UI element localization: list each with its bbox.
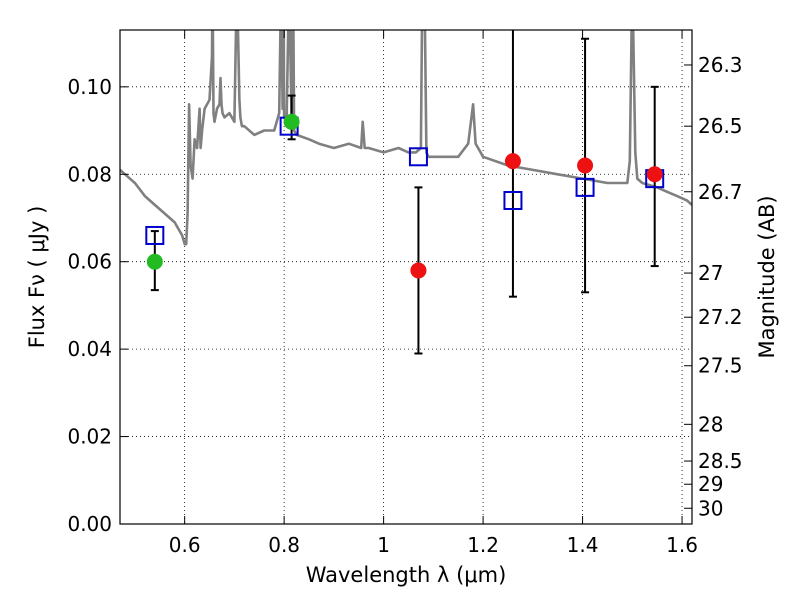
observed-point-3-0 <box>410 262 427 279</box>
mag-tick-label-9: 30 <box>698 496 723 520</box>
mag-tick-label-1: 26.5 <box>698 114 743 138</box>
y-tick-label-5: 0.10 <box>67 75 112 99</box>
observed-point-3-1 <box>504 153 521 170</box>
model-square-0 <box>145 225 165 245</box>
model-square-4 <box>575 177 595 197</box>
mag-tick-label-4: 27.2 <box>698 305 743 329</box>
model-square-2 <box>408 147 428 167</box>
x-tick-label-0: 0.6 <box>169 533 201 557</box>
y-tick-label-4: 0.08 <box>67 162 112 186</box>
x-tick-label-1: 0.8 <box>268 533 300 557</box>
x-tick-label-3: 1.2 <box>467 533 499 557</box>
mag-tick-label-8: 29 <box>698 472 723 496</box>
mag-tick-label-6: 28 <box>698 412 723 436</box>
mag-tick-label-2: 26.7 <box>698 180 743 204</box>
data-points <box>145 113 665 279</box>
tick-labels: 0.6 0.8 1 1.2 1.4 1.6 0.00 0.02 0.04 0.06 0.08 0.10… <box>67 53 742 557</box>
observed-point-3-2 <box>577 157 594 174</box>
axis-ticks <box>120 30 692 525</box>
model-square-3 <box>503 190 523 210</box>
x-axis-title: Wavelength λ (μm) <box>306 563 507 587</box>
observed-point-3-3 <box>646 166 663 183</box>
observed-point-2-1 <box>283 113 300 130</box>
x-tick-label-4: 1.4 <box>567 533 599 557</box>
mag-tick-label-5: 27.5 <box>698 354 743 378</box>
mag-tick-label-7: 28.5 <box>698 449 743 473</box>
observed-point-2-0 <box>146 253 163 270</box>
y-tick-label-1: 0.02 <box>67 425 112 449</box>
mag-tick-label-3: 27 <box>698 261 723 285</box>
plot-frame <box>119 29 693 525</box>
y-tick-label-0: 0.00 <box>67 512 112 536</box>
mag-tick-label-0: 26.3 <box>698 53 743 77</box>
y-axis-title: Flux Fν ( μJy ) <box>25 206 49 349</box>
y-axis-right-title: Magnitude (AB) <box>755 195 779 358</box>
x-tick-label-5: 1.6 <box>666 533 698 557</box>
y-tick-label-3: 0.06 <box>67 250 112 274</box>
y-tick-label-2: 0.04 <box>67 337 112 361</box>
x-tick-label-2: 1 <box>377 533 390 557</box>
